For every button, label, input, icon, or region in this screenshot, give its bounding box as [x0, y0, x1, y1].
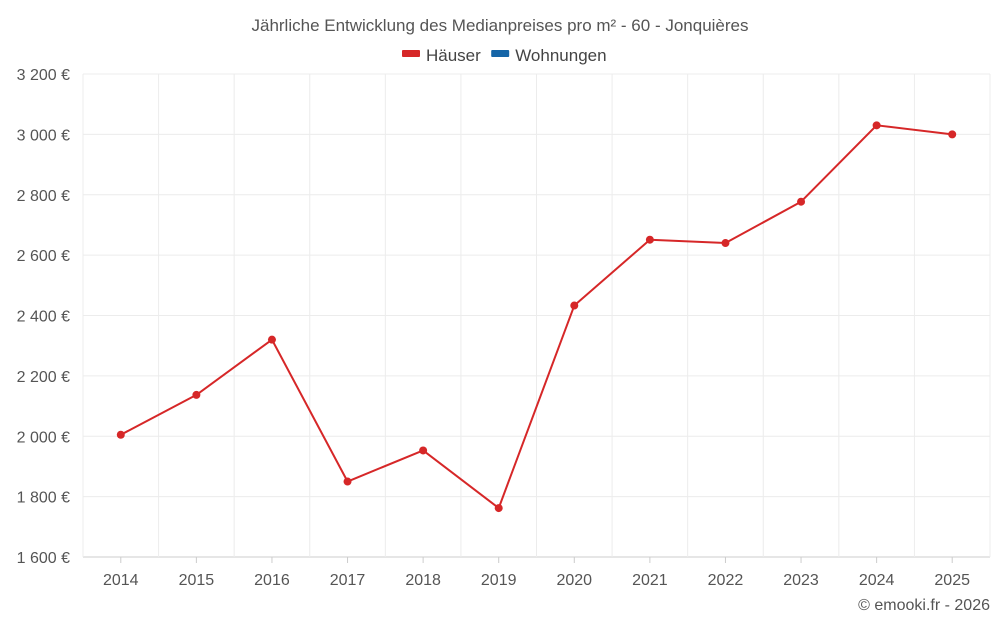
x-tick-label: 2019 [481, 572, 517, 589]
y-tick-label: 1 600 € [17, 550, 70, 567]
legend-item-Wohnungen[interactable]: Wohnungen [491, 46, 607, 65]
data-point[interactable] [872, 121, 881, 130]
data-point[interactable] [494, 504, 503, 513]
x-tick-label: 2015 [179, 572, 215, 589]
y-tick-label: 3 200 € [17, 67, 70, 84]
series-line-Häuser [120, 124, 953, 510]
legend-item-Häuser[interactable]: Häuser [402, 46, 481, 65]
data-point[interactable] [797, 197, 806, 206]
chart-title: Jährliche Entwicklung des Medianpreises … [251, 16, 748, 35]
data-point[interactable] [419, 446, 428, 455]
data-point[interactable] [116, 430, 125, 439]
y-tick-label: 2 200 € [17, 369, 70, 386]
legend-label: Häuser [426, 46, 481, 65]
data-point[interactable] [721, 239, 730, 248]
y-tick-label: 3 000 € [17, 127, 70, 144]
x-tick-label: 2022 [708, 572, 744, 589]
data-point[interactable] [570, 301, 579, 310]
series-layer [116, 121, 957, 513]
y-tick-label: 2 000 € [17, 429, 70, 446]
legend: Häuser Wohnungen [402, 46, 607, 65]
legend-label: Wohnungen [515, 46, 606, 65]
grid-lines [82, 73, 991, 558]
x-tick-label: 2023 [783, 572, 819, 589]
x-tick-label: 2024 [859, 572, 895, 589]
x-tick-label: 2018 [405, 572, 441, 589]
data-point[interactable] [948, 130, 957, 139]
x-tick-label: 2017 [330, 572, 366, 589]
y-tick-label: 2 600 € [17, 248, 70, 265]
legend-swatch [402, 50, 420, 57]
data-point[interactable] [192, 390, 201, 399]
x-tick-label: 2014 [103, 572, 139, 589]
x-tick-label: 2025 [934, 572, 970, 589]
x-tick-label: 2021 [632, 572, 668, 589]
y-tick-label: 2 800 € [17, 188, 70, 205]
legend-swatch [491, 50, 510, 57]
y-axis: 1 600 € 1 800 € 2 000 € 2 200 € 2 400 € 2 600… [17, 67, 70, 567]
y-tick-label: 1 800 € [17, 490, 70, 507]
x-axis: 2014 2015 2016 2017 2018 2019 2020 2021 2022 2023… [103, 557, 970, 589]
data-point[interactable] [343, 477, 352, 486]
data-point[interactable] [267, 335, 276, 344]
x-tick-label: 2020 [556, 572, 592, 589]
x-tick-label: 2016 [254, 572, 290, 589]
credit-text: © emooki.fr - 2026 [858, 597, 990, 614]
y-tick-label: 2 400 € [17, 309, 70, 326]
data-point[interactable] [645, 235, 654, 244]
